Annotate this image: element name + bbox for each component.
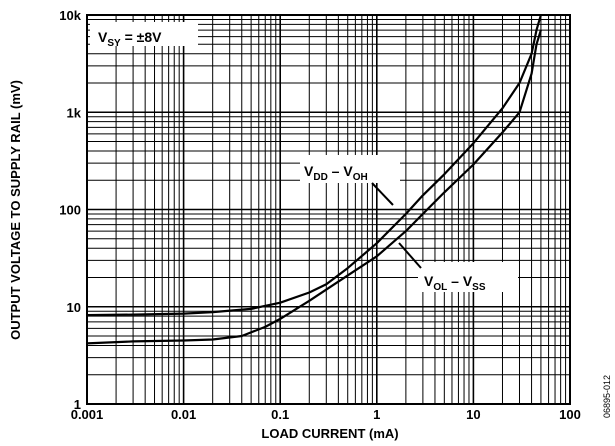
x-tick-label: 0.01 <box>171 407 196 422</box>
series-1-label: VDD – VOH <box>304 163 368 183</box>
series-1-pointer <box>371 182 394 206</box>
figure-id: 06895-012 <box>602 375 612 418</box>
x-tick-label: 10 <box>466 407 480 422</box>
y-tick-label: 10k <box>59 8 81 23</box>
x-tick-label: 1 <box>373 407 380 422</box>
x-axis-title: LOAD CURRENT (mA) <box>261 426 398 441</box>
plot-frame <box>86 14 571 405</box>
grid <box>86 15 570 405</box>
series-1-line <box>86 14 542 317</box>
x-tick-label: 0.001 <box>71 407 104 422</box>
series-2-label: VOL – VSS <box>424 273 486 293</box>
y-axis-title: OUTPUT VOLTAGE TO SUPPLY RAIL (mV) <box>8 80 23 340</box>
y-tick-label: 10 <box>67 300 81 315</box>
y-tick-label: 100 <box>59 203 81 218</box>
series-2-pointer <box>398 242 422 269</box>
y-tick-label: 1k <box>67 105 82 120</box>
y-tick-labels: 1 10 100 1k 10k <box>59 8 81 412</box>
x-tick-label: 100 <box>559 407 581 422</box>
condition-box <box>90 22 198 46</box>
y-tick-label: 1 <box>74 397 81 412</box>
x-tick-labels: 0.001 0.01 0.1 1 10 100 <box>71 407 581 422</box>
series-1-label-box <box>300 155 400 183</box>
series-2-label-box <box>418 262 518 292</box>
x-tick-label: 0.1 <box>271 407 289 422</box>
condition-label: VSY = ±8V <box>98 29 162 49</box>
series-2-line <box>86 29 542 345</box>
curves <box>86 14 542 345</box>
